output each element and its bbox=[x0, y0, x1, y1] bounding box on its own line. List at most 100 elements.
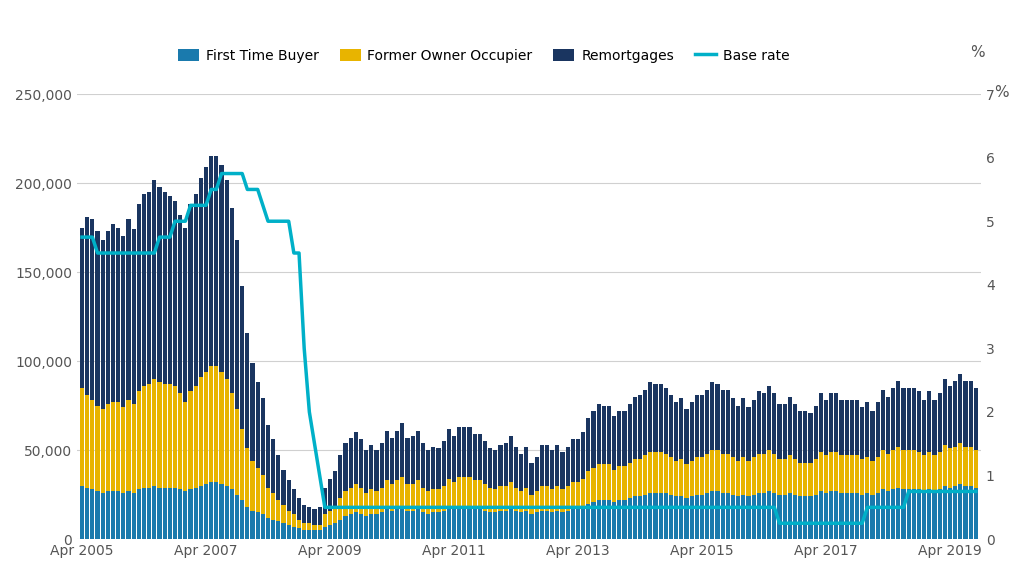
Bar bbox=[90, 219, 94, 401]
Bar bbox=[436, 489, 440, 512]
Bar bbox=[219, 372, 223, 484]
Bar bbox=[173, 201, 177, 386]
Bar bbox=[860, 407, 864, 459]
Bar bbox=[400, 507, 404, 539]
Bar bbox=[365, 493, 369, 516]
Bar bbox=[338, 456, 342, 498]
Bar bbox=[395, 509, 399, 539]
Bar bbox=[457, 427, 461, 477]
Bar bbox=[597, 404, 601, 464]
Base rate bbox=[742, 504, 755, 511]
Bar bbox=[483, 511, 487, 539]
Bar bbox=[803, 411, 807, 462]
Bar bbox=[504, 443, 508, 486]
Bar bbox=[969, 486, 973, 539]
Bar bbox=[251, 461, 255, 511]
Bar bbox=[478, 509, 482, 539]
Bar bbox=[767, 386, 771, 450]
Bar bbox=[653, 384, 657, 452]
Bar bbox=[653, 452, 657, 493]
Bar bbox=[953, 486, 957, 539]
Bar bbox=[602, 500, 606, 539]
Bar bbox=[111, 224, 115, 402]
Bar bbox=[214, 367, 218, 482]
Bar bbox=[282, 523, 286, 539]
Bar bbox=[550, 450, 554, 489]
Bar bbox=[587, 418, 591, 472]
Bar bbox=[80, 388, 84, 486]
Bar bbox=[509, 436, 513, 482]
Bar bbox=[126, 401, 131, 491]
Bar bbox=[674, 461, 678, 496]
Bar bbox=[416, 509, 420, 539]
Bar bbox=[901, 489, 905, 539]
Bar bbox=[648, 382, 652, 452]
Bar bbox=[706, 493, 710, 539]
Bar bbox=[359, 439, 364, 488]
Bar bbox=[736, 461, 740, 496]
Bar bbox=[726, 493, 730, 539]
Bar bbox=[307, 530, 311, 539]
Bar bbox=[911, 388, 915, 450]
Bar bbox=[540, 486, 544, 511]
Bar bbox=[787, 493, 792, 539]
Text: %: % bbox=[971, 45, 985, 60]
Bar bbox=[911, 489, 915, 539]
Bar bbox=[545, 511, 549, 539]
Bar bbox=[628, 404, 632, 462]
Bar bbox=[575, 439, 580, 482]
Bar bbox=[684, 498, 688, 539]
Bar bbox=[163, 384, 167, 488]
Bar bbox=[178, 489, 182, 539]
Bar bbox=[597, 500, 601, 539]
Bar bbox=[916, 452, 921, 489]
Bar bbox=[664, 493, 668, 539]
Bar bbox=[612, 417, 616, 470]
Bar bbox=[411, 436, 415, 484]
Bar bbox=[426, 514, 430, 539]
Bar bbox=[380, 488, 384, 512]
Bar bbox=[819, 491, 823, 539]
Bar bbox=[545, 445, 549, 486]
Bar bbox=[850, 493, 854, 539]
Bar bbox=[178, 215, 182, 393]
Bar bbox=[370, 445, 374, 489]
Bar bbox=[229, 393, 233, 489]
Bar bbox=[845, 401, 849, 456]
Bar bbox=[302, 523, 306, 530]
Bar bbox=[607, 464, 611, 500]
Bar bbox=[292, 514, 296, 527]
Bar bbox=[881, 450, 885, 489]
Bar bbox=[126, 219, 131, 401]
Bar bbox=[246, 448, 250, 507]
Bar bbox=[969, 446, 973, 486]
Bar bbox=[380, 443, 384, 488]
Bar bbox=[375, 450, 379, 491]
Bar bbox=[85, 217, 89, 395]
Bar bbox=[845, 493, 849, 539]
Bar bbox=[323, 514, 327, 527]
Bar bbox=[958, 374, 963, 443]
Bar bbox=[592, 502, 596, 539]
Bar bbox=[307, 507, 311, 523]
Bar bbox=[922, 491, 927, 539]
Bar bbox=[271, 439, 275, 493]
Bar bbox=[199, 377, 203, 486]
Bar bbox=[224, 486, 228, 539]
Bar bbox=[431, 512, 435, 539]
Bar bbox=[529, 494, 534, 514]
Bar bbox=[494, 450, 498, 489]
Bar bbox=[793, 459, 797, 494]
Bar bbox=[865, 457, 869, 493]
Bar bbox=[896, 446, 900, 488]
Bar bbox=[757, 454, 761, 493]
Bar bbox=[808, 496, 813, 539]
Bar bbox=[416, 480, 420, 509]
Bar bbox=[787, 397, 792, 456]
Bar bbox=[147, 192, 152, 384]
Bar bbox=[860, 494, 864, 539]
Bar bbox=[199, 486, 203, 539]
Bar bbox=[835, 393, 839, 452]
Bar bbox=[669, 494, 673, 539]
Bar bbox=[111, 402, 115, 491]
